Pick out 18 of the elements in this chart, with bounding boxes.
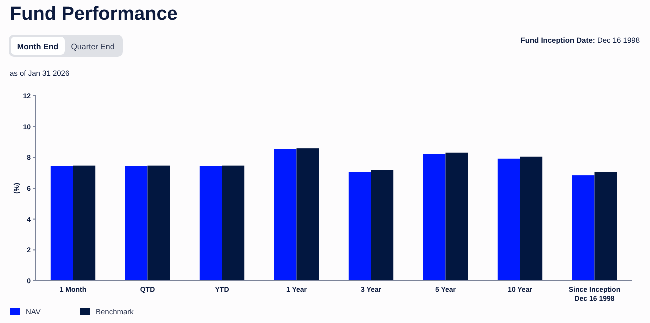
bar [148, 166, 170, 281]
bar [594, 172, 618, 281]
chart-title: Fund Performance [10, 4, 178, 25]
bar [348, 172, 372, 281]
bar [50, 166, 74, 281]
bar [520, 156, 543, 281]
bar [125, 166, 148, 281]
bar [73, 166, 96, 281]
toggle-buttons: Month End Quarter End [9, 35, 123, 57]
bar [222, 166, 245, 281]
bar [572, 176, 595, 281]
bar [371, 170, 394, 281]
bar [446, 152, 468, 281]
bar [274, 149, 297, 281]
bar [200, 166, 222, 281]
bar [498, 158, 520, 281]
bar [296, 148, 320, 281]
bar [423, 154, 446, 281]
